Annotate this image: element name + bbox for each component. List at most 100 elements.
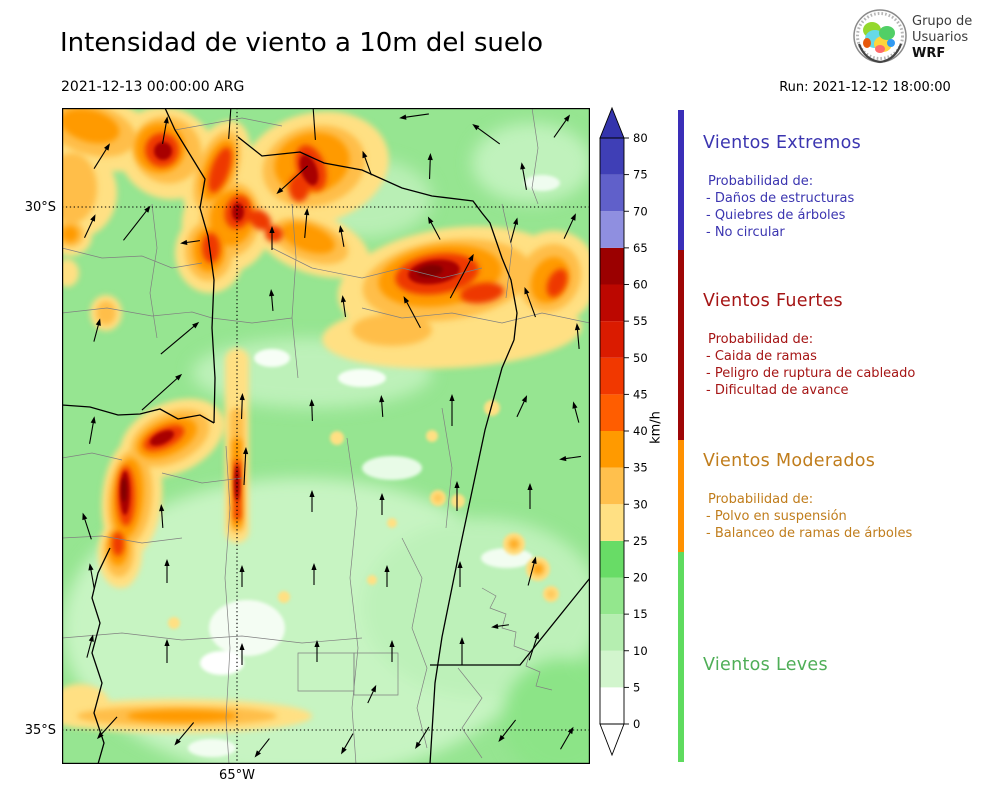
wind-arrow-head [90, 416, 96, 424]
wind-arrow-shaft [228, 108, 232, 139]
wind-arrow-head [389, 640, 395, 647]
wind-arrow-shaft [141, 376, 180, 411]
wind-arrow-shaft [86, 638, 93, 658]
wind-arrow-head [338, 225, 344, 233]
wind-arrow-shaft [428, 156, 431, 180]
colorbar-segment [600, 247, 624, 285]
colorbar-under-arrow [599, 723, 625, 757]
wind-arrow-head [427, 153, 433, 161]
wind-arrow-shaft [429, 219, 441, 240]
colorbar: 0 5 10 15 20 25 30 35 40 45 50 55 60 65 70 75 80 [599, 106, 648, 757]
wind-arrow-head [269, 226, 275, 233]
wind-arrow-head [570, 213, 576, 221]
wind-arrow-head [104, 143, 110, 151]
wind-arrow-shaft [99, 716, 118, 737]
logo-line2: Usuarios [912, 30, 969, 45]
wind-arrow-shaft [83, 516, 92, 540]
wind-arrow-head [449, 394, 455, 401]
wind-arrow-head [95, 318, 101, 326]
colorbar-tick-label: 0 [633, 717, 640, 731]
colorbar-tick-label: 65 [633, 241, 648, 255]
legend-title-leves: Vientos Leves [703, 655, 828, 675]
colorbar-tick-label: 5 [633, 680, 640, 694]
wind-arrow-head [174, 738, 181, 746]
legend-item: - Dificultad de avance [706, 383, 849, 398]
wind-arrow-shaft [311, 402, 313, 422]
wind-arrow-shaft [256, 738, 270, 755]
wind-arrow-shaft [363, 154, 372, 176]
colorbar-tick-label: 45 [633, 387, 648, 401]
wind-arrow-head [454, 481, 460, 488]
legend-item: - Quiebres de árboles [706, 208, 846, 223]
legend-title-extremos: Vientos Extremos [703, 133, 862, 153]
legend-item: - Polvo en suspensión [706, 509, 847, 524]
legend-item: - No circular [706, 225, 785, 240]
wind-arrow-shaft [380, 398, 384, 418]
wind-arrow-shaft [527, 560, 536, 586]
wind-arrow-shaft [240, 396, 243, 420]
wind-arrow-shaft [521, 166, 527, 190]
colorbar-segment [600, 577, 624, 615]
wind-arrow-head [239, 393, 245, 401]
colorbar-unit-label: km/h [648, 411, 664, 444]
wind-arrow-head [276, 187, 284, 195]
legend-section-leves: Vientos Leves [703, 655, 993, 695]
wind-arrow-shaft [563, 216, 575, 239]
wind-arrow-head [563, 114, 571, 122]
wind-arrow-head [88, 563, 94, 571]
wind-arrow-shaft [243, 450, 247, 486]
wind-arrow-head [491, 623, 499, 629]
colorbar-segment [600, 650, 624, 688]
legend-title-moderados: Vientos Moderados [703, 451, 876, 471]
wind-arrow-shaft [510, 221, 517, 243]
wind-arrow-shaft [528, 635, 538, 661]
colorbar-tick-label: 75 [633, 168, 648, 182]
valid-datetime: 2021-12-13 00:00:00 ARG [61, 79, 245, 95]
colorbar-tick-label: 40 [633, 424, 648, 438]
colorbar-tick-label: 10 [633, 644, 648, 658]
wind-arrow-shaft [176, 722, 195, 743]
colorbar-segment [600, 284, 624, 322]
wind-arrow-shaft [278, 165, 308, 192]
wind-arrow-shaft [576, 326, 580, 349]
wind-arrow-shaft [516, 398, 526, 418]
colorbar-tick-label: 30 [633, 497, 648, 511]
wind-arrow-head [403, 296, 410, 304]
wind-arrow-head [163, 116, 169, 124]
colorbar-segment [600, 138, 624, 175]
wind-arrow-head [88, 634, 94, 642]
wind-arrow-shaft [340, 229, 345, 247]
wind-arrow-shaft [553, 117, 569, 138]
wind-arrow-head [513, 217, 519, 225]
wind-arrow-shaft [404, 299, 421, 329]
colorbar-tick-label: 55 [633, 314, 648, 328]
wind-arrow-shaft [160, 507, 164, 529]
x-axis-label-65w: 65°W [219, 768, 255, 783]
logo-text: Grupo de Usuarios WRF [912, 14, 972, 62]
map-frame [62, 108, 590, 764]
wind-arrow-head [192, 321, 200, 329]
colorbar-tick-label: 50 [633, 351, 648, 365]
wind-arrow-shaft [160, 324, 197, 355]
wind-arrow-head [533, 631, 539, 640]
wind-arrow-shaft [525, 290, 536, 318]
wind-arrow-head [379, 493, 385, 500]
wind-arrow-head [175, 373, 183, 381]
wind-arrow-head [574, 323, 581, 331]
legend-strip-segment [678, 440, 684, 552]
wind-arrow-shaft [562, 455, 581, 460]
wind-arrows [82, 108, 581, 758]
wind-arrow-shaft [162, 120, 168, 144]
legend-color-strip [678, 110, 684, 762]
wind-arrow-shaft [93, 146, 109, 170]
legend-strip-segment [678, 110, 684, 250]
colorbar-segment [600, 504, 624, 541]
colorbar-segment [600, 614, 624, 651]
wind-arrow-head [362, 150, 368, 159]
wind-arrow-head [243, 447, 249, 455]
wind-arrow-shaft [304, 211, 308, 238]
legend-strip-segment [678, 250, 684, 440]
wind-arrow-head [309, 399, 315, 407]
wind-arrow-head [90, 214, 96, 222]
